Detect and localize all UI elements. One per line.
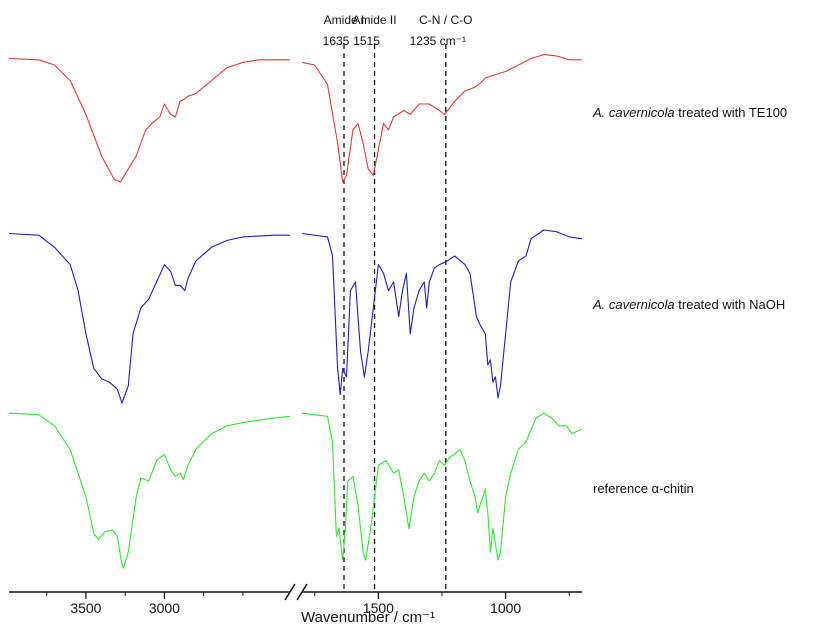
spectrum-line bbox=[8, 412, 291, 569]
x-tick-label: 1000 bbox=[490, 600, 521, 616]
x-tick-label: 1500 bbox=[363, 600, 394, 616]
marker-value-label: 1515 bbox=[353, 34, 380, 48]
x-axis-title: Wavenumber / cm⁻¹ bbox=[301, 609, 435, 625]
x-tick-label: 3500 bbox=[70, 600, 101, 616]
spectrum-line bbox=[8, 57, 290, 183]
x-tick-label: 3000 bbox=[149, 600, 180, 616]
axis-break-mark bbox=[284, 583, 296, 601]
x-axis: 3500 3000 1500 1000 bbox=[9, 583, 582, 616]
marker-name-label: C-N / C-O bbox=[419, 13, 472, 27]
marker-lines bbox=[343, 44, 447, 592]
series-lines bbox=[8, 54, 583, 569]
series-labels: A. cavernicola treated with TE100 A. cave… bbox=[592, 105, 787, 496]
spectrum-line bbox=[8, 232, 290, 404]
marker-name-label: Amide I bbox=[324, 13, 365, 27]
series-label: A. cavernicola treated with TE100 bbox=[592, 105, 787, 120]
marker-name-label: Amide II bbox=[353, 13, 397, 27]
axis-break-mark bbox=[296, 583, 308, 601]
marker-value-label: 1235 cm⁻¹ bbox=[410, 34, 466, 48]
marker-value-label: 1635 bbox=[323, 34, 350, 48]
spectrum-line bbox=[301, 229, 583, 399]
series-label: reference α-chitin bbox=[593, 481, 694, 496]
spectrum-line bbox=[301, 54, 582, 183]
series-label: A. cavernicola treated with NaOH bbox=[592, 297, 785, 312]
spectrum-line bbox=[301, 412, 583, 561]
